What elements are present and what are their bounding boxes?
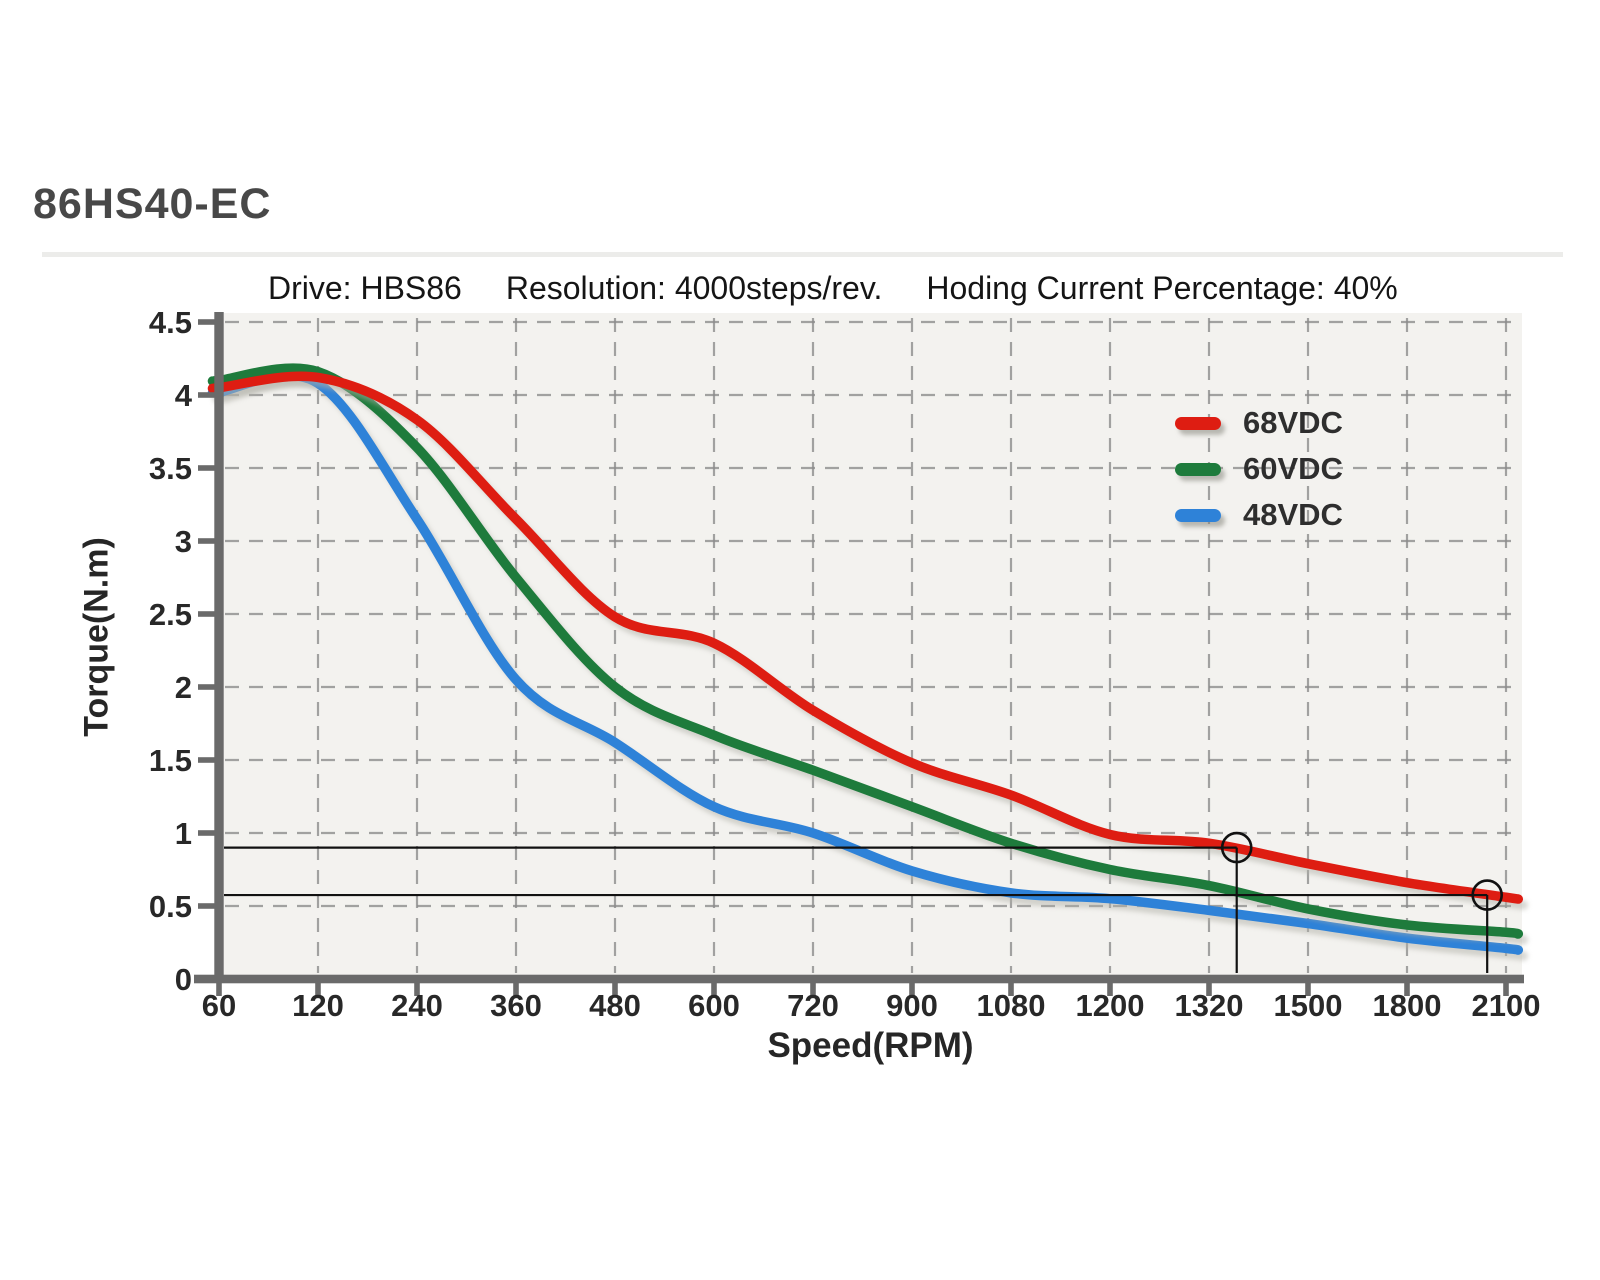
legend-swatch — [1175, 416, 1221, 430]
legend-label: 68VDC — [1243, 405, 1343, 440]
x-tick-mark — [1503, 983, 1509, 996]
y-tick-label: 1 — [175, 816, 192, 851]
x-tick-mark — [1107, 983, 1113, 996]
y-tick-label: 2 — [175, 670, 192, 705]
y-tick-mark — [198, 611, 216, 617]
y-axis-title: Torque(N.m) — [77, 537, 116, 737]
y-tick-mark — [198, 830, 216, 836]
x-tick-label: 60 — [202, 988, 236, 1023]
x-tick-mark — [1404, 983, 1410, 996]
annotation-circle — [1220, 831, 1253, 864]
y-tick-label: 3 — [175, 524, 192, 559]
y-tick-label: 4.5 — [149, 305, 192, 340]
legend-item-48vdc: 48VDC — [1175, 497, 1343, 533]
page-title: 86HS40-EC — [33, 180, 272, 228]
curve-60VDC — [207, 363, 1523, 939]
y-tick-label: 2.5 — [149, 597, 192, 632]
x-tick-mark — [711, 983, 717, 996]
annotation-circle — [1471, 879, 1503, 911]
x-axis-line — [194, 974, 1524, 984]
x-tick-mark — [1206, 983, 1212, 996]
x-tick-label: 720 — [787, 988, 839, 1023]
x-tick-label: 360 — [490, 988, 542, 1023]
curve-48VDC — [207, 370, 1523, 955]
legend-label: 48VDC — [1243, 497, 1343, 532]
legend-label: 60VDC — [1243, 451, 1343, 486]
x-tick-label: 1500 — [1274, 988, 1343, 1023]
subtitle-drive: Drive: HBS86 — [268, 270, 462, 306]
x-tick-mark — [414, 983, 420, 996]
subtitle-holding-current: Hoding Current Percentage: 40% — [926, 270, 1398, 306]
x-tick-label: 120 — [292, 988, 344, 1023]
y-tick-mark — [198, 538, 216, 544]
y-tick-mark — [198, 757, 216, 763]
x-tick-label: 1320 — [1175, 988, 1244, 1023]
x-tick-label: 1800 — [1373, 988, 1442, 1023]
x-tick-mark — [315, 983, 321, 996]
y-tick-mark — [198, 684, 216, 690]
x-tick-label: 900 — [886, 988, 938, 1023]
x-tick-label: 240 — [391, 988, 443, 1023]
x-tick-mark — [612, 983, 618, 996]
x-tick-mark — [513, 983, 519, 996]
legend-item-60vdc: 60VDC — [1175, 451, 1343, 487]
x-tick-mark — [810, 983, 816, 996]
y-tick-label: 1.5 — [149, 743, 192, 778]
legend-swatch — [1175, 508, 1221, 522]
legend-item-68vdc: 68VDC — [1175, 405, 1343, 441]
curve-68VDC — [207, 371, 1523, 904]
legend-swatch — [1175, 462, 1221, 476]
y-tick-label: 4 — [175, 378, 193, 413]
x-tick-label: 600 — [688, 988, 740, 1023]
subtitle-resolution: Resolution: 4000steps/rev. — [505, 270, 883, 306]
chart-subtitle: Drive: HBS86 Resolution: 4000steps/rev. … — [268, 270, 1398, 307]
x-tick-label: 1080 — [977, 988, 1046, 1023]
x-tick-label: 480 — [589, 988, 641, 1023]
x-tick-mark — [216, 983, 222, 996]
x-tick-mark — [1305, 983, 1311, 996]
x-tick-mark — [1008, 983, 1014, 996]
y-tick-mark — [198, 903, 216, 909]
x-axis-title: Speed(RPM) — [767, 1026, 974, 1065]
x-tick-label: 1200 — [1076, 988, 1145, 1023]
y-axis-line — [214, 312, 224, 983]
y-tick-mark — [198, 976, 216, 982]
title-divider — [42, 252, 1563, 257]
y-tick-mark — [198, 319, 216, 325]
y-tick-label: 3.5 — [149, 451, 192, 486]
y-tick-mark — [198, 465, 216, 471]
y-tick-label: 0 — [175, 962, 192, 997]
y-tick-label: 0.5 — [149, 889, 192, 924]
x-tick-label: 2100 — [1472, 988, 1541, 1023]
y-tick-mark — [198, 392, 216, 398]
x-tick-mark — [909, 983, 915, 996]
legend: 68VDC 60VDC 48VDC — [1175, 405, 1343, 543]
